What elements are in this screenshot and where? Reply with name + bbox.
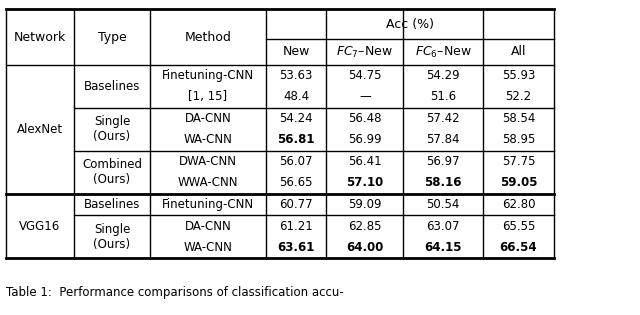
Text: (Ours): (Ours) (93, 238, 131, 251)
Text: WA-CNN: WA-CNN (184, 241, 232, 254)
Text: $FC_6$–New: $FC_6$–New (415, 44, 472, 60)
Text: 57.42: 57.42 (426, 112, 460, 125)
Text: 54.24: 54.24 (279, 112, 313, 125)
Text: 57.75: 57.75 (502, 155, 535, 168)
Text: Network: Network (14, 31, 66, 43)
Text: 57.10: 57.10 (346, 176, 383, 189)
Text: 56.65: 56.65 (279, 176, 313, 189)
Text: 58.95: 58.95 (502, 134, 535, 146)
Text: Acc (%): Acc (%) (385, 18, 434, 31)
Text: VGG16: VGG16 (19, 220, 61, 232)
Text: 55.93: 55.93 (502, 69, 535, 82)
Text: Combined: Combined (82, 158, 142, 171)
Text: 66.54: 66.54 (500, 241, 537, 254)
Text: 53.63: 53.63 (279, 69, 313, 82)
Text: 64.15: 64.15 (424, 241, 462, 254)
Text: 59.09: 59.09 (348, 198, 381, 211)
Text: 48.4: 48.4 (283, 90, 309, 103)
Text: 56.97: 56.97 (426, 155, 460, 168)
Text: New: New (282, 45, 310, 59)
Text: 56.99: 56.99 (348, 134, 381, 146)
Text: —: — (359, 90, 371, 103)
Text: 50.54: 50.54 (426, 198, 460, 211)
Text: Method: Method (184, 31, 232, 43)
Text: 56.81: 56.81 (277, 134, 315, 146)
Text: [1, 15]: [1, 15] (188, 90, 228, 103)
Text: 59.05: 59.05 (500, 176, 537, 189)
Text: (Ours): (Ours) (93, 174, 131, 186)
Text: WA-CNN: WA-CNN (184, 134, 232, 146)
Text: DA-CNN: DA-CNN (184, 112, 232, 125)
Text: 60.77: 60.77 (279, 198, 313, 211)
Text: 62.80: 62.80 (502, 198, 535, 211)
Text: 63.07: 63.07 (426, 220, 460, 232)
Text: Baselines: Baselines (84, 198, 140, 211)
Text: $FC_7$–New: $FC_7$–New (337, 44, 393, 60)
Text: 56.07: 56.07 (279, 155, 313, 168)
Text: 61.21: 61.21 (279, 220, 313, 232)
Text: 51.6: 51.6 (430, 90, 456, 103)
Text: 54.29: 54.29 (426, 69, 460, 82)
Text: 54.75: 54.75 (348, 69, 381, 82)
Text: Table 1:  Performance comparisons of classification accu-: Table 1: Performance comparisons of clas… (6, 286, 344, 300)
Text: (Ours): (Ours) (93, 130, 131, 143)
Text: Baselines: Baselines (84, 80, 140, 93)
Text: DWA-CNN: DWA-CNN (179, 155, 237, 168)
Text: 58.16: 58.16 (424, 176, 462, 189)
Text: Single: Single (94, 222, 130, 236)
Text: WWA-CNN: WWA-CNN (178, 176, 238, 189)
Text: Type: Type (98, 31, 126, 43)
Text: AlexNet: AlexNet (17, 123, 63, 136)
Text: 64.00: 64.00 (346, 241, 383, 254)
Text: All: All (511, 45, 526, 59)
Text: 63.61: 63.61 (277, 241, 315, 254)
Text: Single: Single (94, 115, 130, 128)
Text: 62.85: 62.85 (348, 220, 381, 232)
Text: 57.84: 57.84 (426, 134, 460, 146)
Text: DA-CNN: DA-CNN (184, 220, 232, 232)
Text: Finetuning-CNN: Finetuning-CNN (162, 198, 254, 211)
Text: 56.41: 56.41 (348, 155, 381, 168)
Text: 58.54: 58.54 (502, 112, 535, 125)
Text: 56.48: 56.48 (348, 112, 381, 125)
Text: 65.55: 65.55 (502, 220, 535, 232)
Text: Finetuning-CNN: Finetuning-CNN (162, 69, 254, 82)
Text: 52.2: 52.2 (506, 90, 531, 103)
